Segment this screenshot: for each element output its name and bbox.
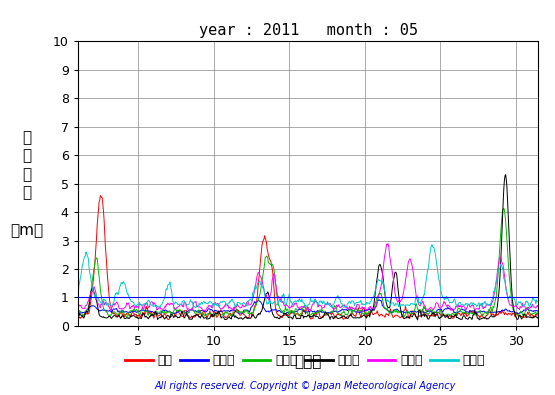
江ノ島 — [542, 314, 548, 318]
Text: All rights reserved. Copyright © Japan Meteorological Agency: All rights reserved. Copyright © Japan M… — [154, 381, 456, 391]
佐多崌 — [428, 242, 435, 247]
福江島 — [385, 241, 391, 246]
石廀崎 — [274, 295, 280, 300]
福江島 — [422, 304, 428, 308]
経ヶ崌 — [410, 312, 416, 317]
Text: 有
義
波
高

（m）: 有 義 波 高 （m） — [11, 130, 44, 238]
経ヶ崌 — [542, 316, 548, 320]
江ノ島 — [76, 312, 83, 317]
福江島 — [542, 312, 548, 317]
Line: 佐多崌: 佐多崌 — [78, 245, 545, 311]
福江島 — [140, 307, 147, 312]
石廀崎 — [74, 316, 81, 321]
経ヶ崌 — [274, 315, 280, 320]
経ヶ崌 — [140, 311, 147, 316]
江ノ島 — [140, 308, 147, 312]
Line: 福江島: 福江島 — [78, 244, 545, 315]
Line: 経ヶ崌: 経ヶ崌 — [78, 175, 545, 320]
経ヶ崌 — [76, 312, 83, 317]
X-axis label: （日）: （日） — [294, 354, 322, 369]
江ノ島 — [410, 309, 417, 314]
松前 — [275, 312, 281, 316]
Line: 石廀崎: 石廀崎 — [78, 208, 545, 319]
松前 — [74, 318, 81, 323]
佐多崌 — [410, 301, 416, 306]
江ノ島 — [376, 297, 382, 302]
佐多崌 — [274, 302, 280, 307]
松前 — [292, 313, 299, 318]
松前 — [76, 315, 83, 320]
経ヶ崌 — [422, 312, 428, 316]
石廀崎 — [410, 311, 416, 316]
Title: year : 2011   month : 05: year : 2011 month : 05 — [199, 23, 417, 38]
福江島 — [76, 303, 83, 307]
江ノ島 — [291, 310, 298, 314]
佐多崌 — [74, 299, 81, 304]
Line: 江ノ島: 江ノ島 — [78, 300, 545, 319]
松前 — [542, 313, 548, 318]
経ヶ崌 — [414, 318, 421, 322]
松前 — [410, 309, 417, 314]
佐多崌 — [76, 280, 83, 285]
石廀崎 — [542, 317, 548, 322]
経ヶ崌 — [502, 172, 509, 177]
松前 — [422, 313, 428, 318]
江ノ島 — [74, 317, 81, 322]
石廀崎 — [291, 308, 298, 313]
福江島 — [410, 274, 417, 279]
松前 — [97, 193, 104, 198]
石廀崎 — [76, 308, 83, 313]
佐多崌 — [542, 309, 548, 314]
Legend: 松前, 江ノ島, 石廀崎, 経ヶ崌, 福江島, 佐多崌: 松前, 江ノ島, 石廀崎, 経ヶ崌, 福江島, 佐多崌 — [125, 354, 485, 367]
江ノ島 — [422, 310, 428, 315]
佐多崌 — [421, 292, 428, 297]
経ヶ崌 — [291, 313, 298, 318]
石廀崎 — [140, 307, 147, 312]
福江島 — [291, 302, 298, 307]
福江島 — [74, 312, 81, 317]
石廀崎 — [421, 306, 428, 311]
佐多崌 — [291, 299, 298, 304]
江ノ島 — [274, 309, 280, 314]
石廀崎 — [501, 206, 507, 211]
松前 — [140, 313, 147, 318]
福江島 — [274, 292, 280, 296]
経ヶ崌 — [74, 317, 81, 322]
Line: 松前: 松前 — [78, 196, 545, 320]
佐多崌 — [140, 303, 147, 308]
